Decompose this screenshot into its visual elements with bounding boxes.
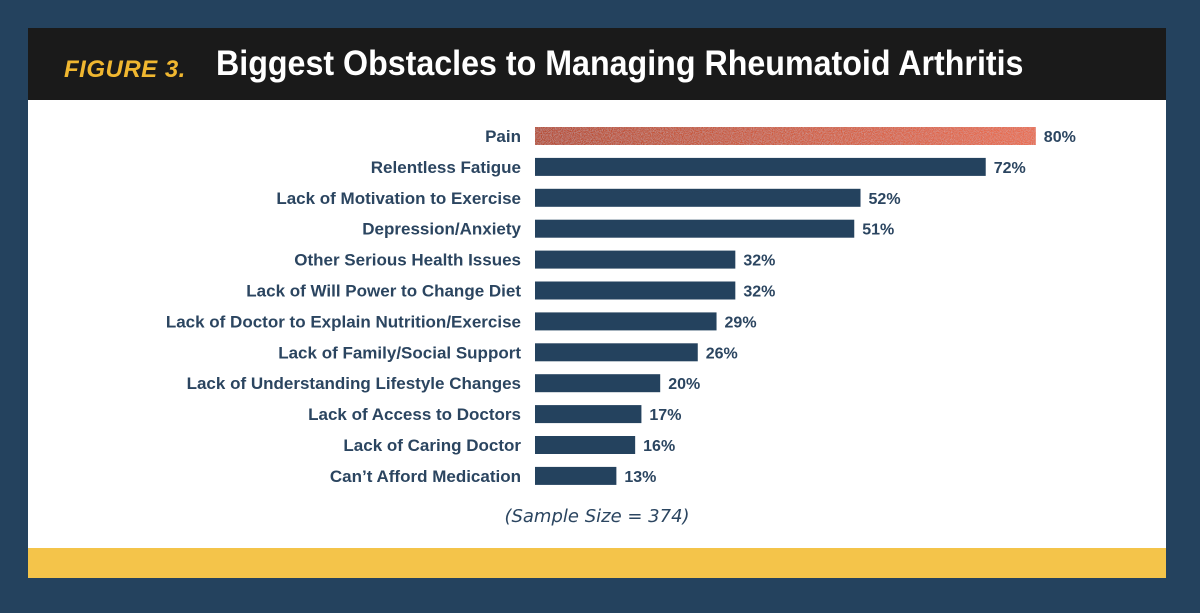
value-label: 52% — [869, 191, 901, 208]
sample-size-note: (Sample Size = 374) — [504, 506, 690, 527]
value-label: 32% — [743, 284, 775, 301]
bar — [535, 219, 855, 238]
value-label: 80% — [1044, 129, 1076, 146]
bar-chart: Pain 80% Relentless Fatigue 72% Lack of Moti… — [166, 127, 1076, 486]
value-label: 20% — [668, 376, 700, 393]
category-label: Lack of Doctor to Explain Nutrition/Exer… — [166, 312, 521, 331]
figure-card: FIGURE 3. Biggest Obstacles to Managing … — [28, 28, 1166, 578]
figure-header: FIGURE 3. Biggest Obstacles to Managing … — [28, 28, 1166, 100]
figure-number: FIGURE 3. — [64, 56, 186, 83]
value-label: 17% — [649, 407, 681, 424]
category-label: Other Serious Health Issues — [294, 251, 521, 270]
bar-highlight — [535, 127, 1036, 145]
value-label: 72% — [994, 160, 1026, 177]
category-label: Lack of Motivation to Exercise — [276, 189, 521, 208]
value-label: 26% — [706, 345, 738, 362]
bar — [535, 374, 661, 393]
bar — [535, 157, 986, 176]
bar — [535, 250, 736, 269]
footer-band — [28, 548, 1166, 578]
bar — [535, 436, 636, 454]
value-label: 51% — [862, 222, 894, 239]
category-label: Can’t Afford Medication — [330, 467, 521, 486]
category-label: Relentless Fatigue — [371, 158, 521, 177]
category-label: Lack of Will Power to Change Diet — [246, 282, 521, 301]
value-label: 13% — [624, 469, 656, 486]
category-label: Pain — [485, 127, 521, 146]
category-label: Lack of Understanding Lifestyle Changes — [187, 374, 521, 393]
value-label: 16% — [643, 438, 675, 455]
category-label: Lack of Access to Doctors — [308, 405, 521, 424]
bars-group: Pain 80% Relentless Fatigue 72% Lack of Moti… — [166, 127, 1076, 486]
bar — [535, 281, 736, 300]
category-label: Depression/Anxiety — [362, 220, 521, 239]
category-label: Lack of Family/Social Support — [278, 343, 521, 362]
bar — [535, 466, 617, 485]
category-label: Lack of Caring Doctor — [343, 436, 521, 455]
value-label: 32% — [743, 253, 775, 270]
chart-title: Biggest Obstacles to Managing Rheumatoid… — [216, 44, 1024, 83]
bar — [535, 405, 642, 424]
bar — [535, 188, 861, 207]
value-label: 29% — [725, 314, 757, 331]
bar — [535, 312, 717, 331]
bar — [535, 343, 698, 362]
